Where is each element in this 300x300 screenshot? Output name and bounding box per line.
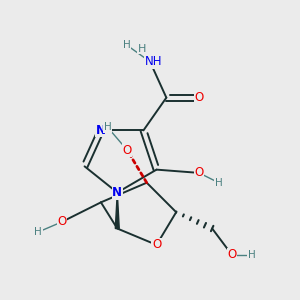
Text: O: O (194, 91, 204, 104)
Text: N: N (96, 124, 106, 137)
Text: O: O (57, 215, 67, 229)
Text: H: H (34, 227, 42, 237)
Text: O: O (152, 238, 161, 251)
Text: H: H (215, 178, 223, 188)
Text: O: O (194, 167, 204, 179)
Text: N: N (112, 186, 122, 199)
Text: NH: NH (145, 55, 162, 68)
Polygon shape (115, 193, 119, 229)
Text: O: O (227, 248, 236, 261)
Text: H: H (248, 250, 255, 260)
Text: O: O (122, 143, 132, 157)
Text: H: H (123, 40, 131, 50)
Text: H: H (138, 44, 146, 54)
Text: H: H (103, 122, 111, 132)
